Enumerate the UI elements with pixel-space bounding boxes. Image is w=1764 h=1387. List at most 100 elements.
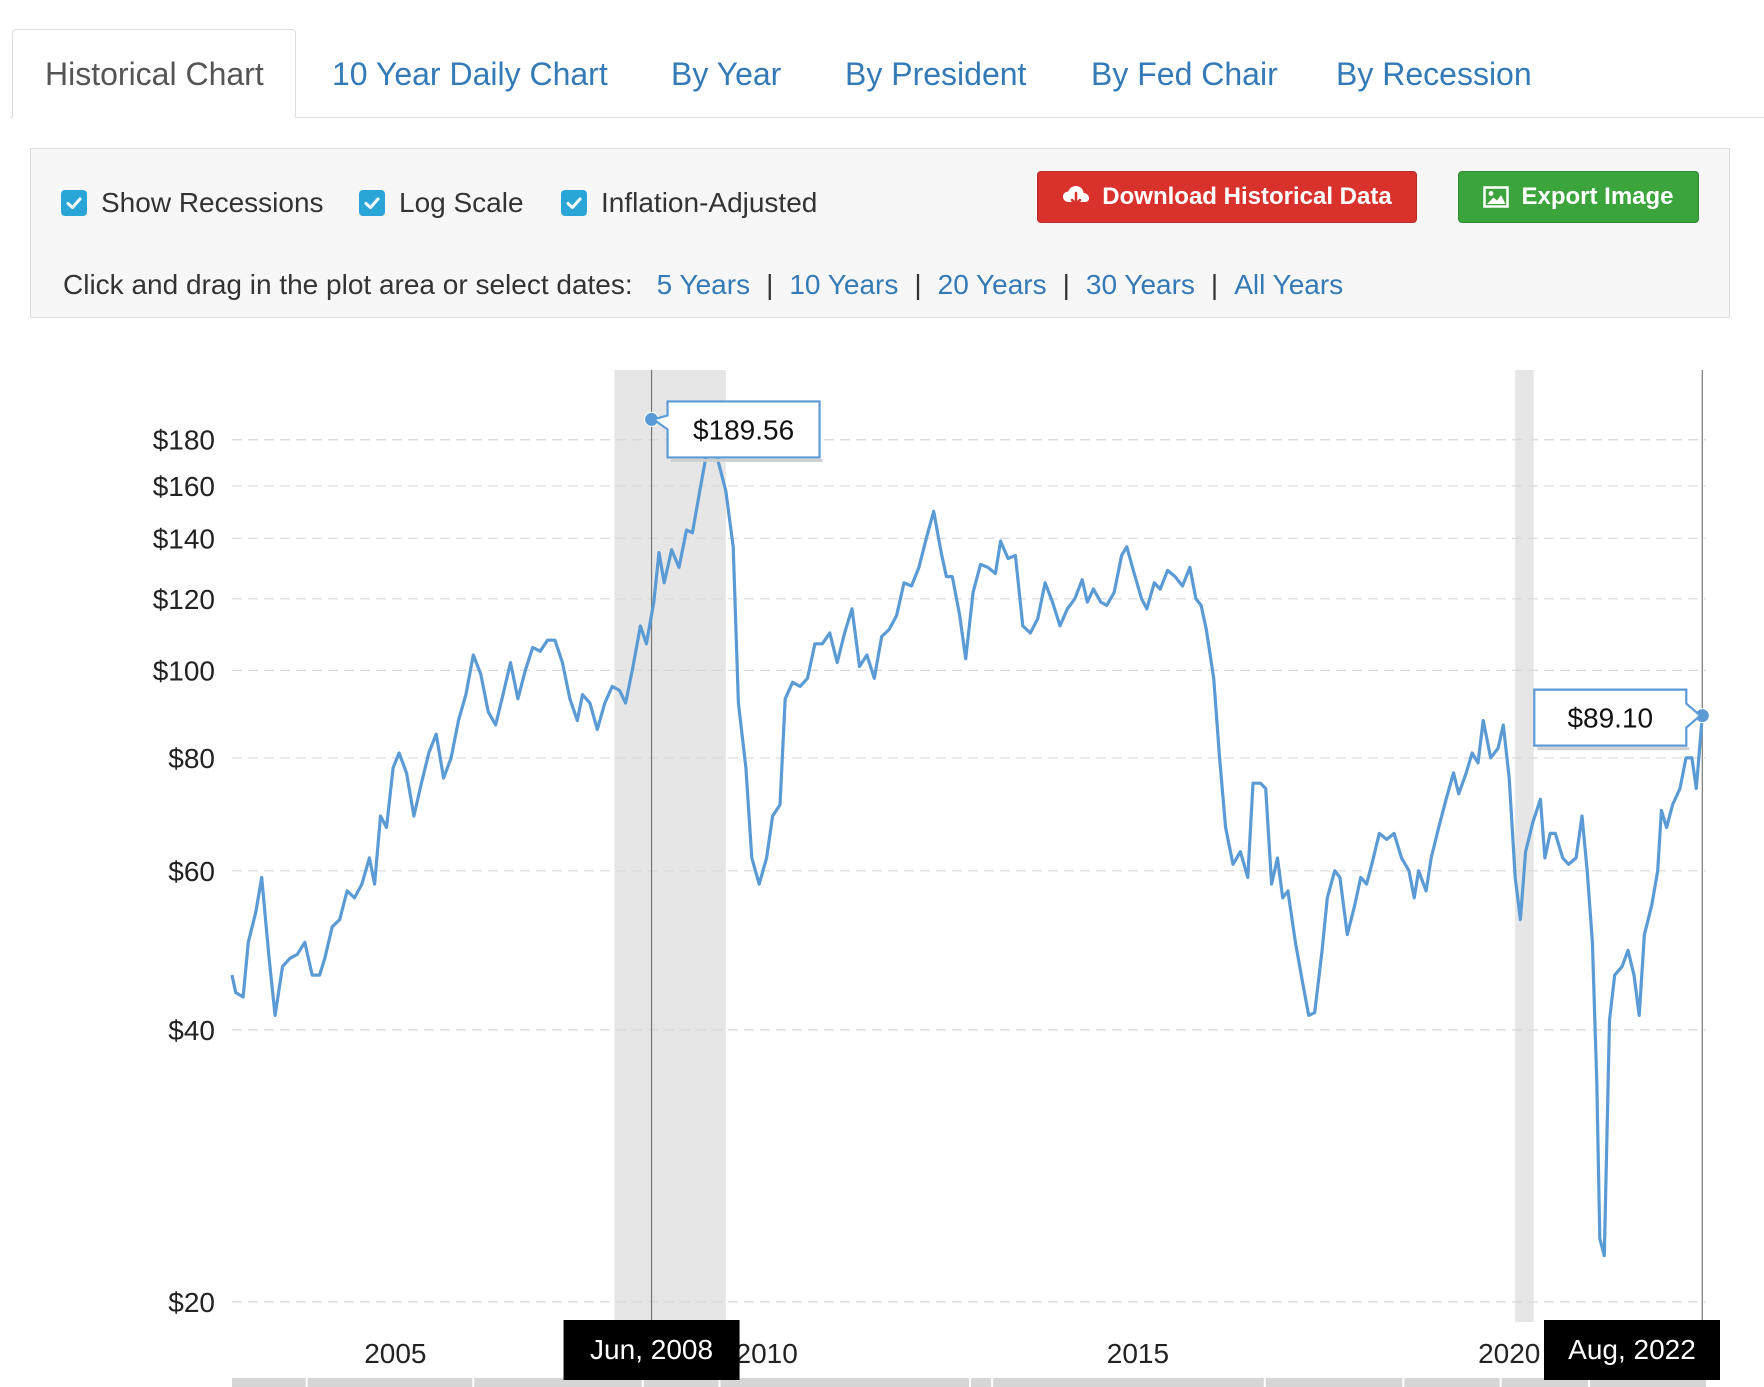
data-point	[692, 532, 693, 533]
data-point	[965, 658, 966, 659]
range-5-years-link[interactable]: 5 Years	[656, 269, 751, 300]
data-point	[1052, 602, 1053, 603]
data-point	[1295, 942, 1296, 943]
range-30-years-link[interactable]: 30 Years	[1085, 269, 1195, 300]
data-point	[1282, 897, 1283, 898]
date-flag-text: Aug, 2022	[1568, 1334, 1696, 1365]
data-point	[1408, 870, 1409, 871]
show-recessions-checkbox[interactable]: Show Recessions	[61, 183, 324, 223]
data-point	[1581, 815, 1582, 816]
data-point	[1327, 897, 1328, 898]
price-line[interactable]	[230, 416, 1706, 1258]
data-point	[733, 546, 734, 547]
show-recessions-label: Show Recessions	[101, 187, 324, 218]
data-point	[1182, 585, 1183, 586]
date-range-selector: Click and drag in the plot area or selec…	[63, 265, 1343, 305]
data-point	[1661, 810, 1662, 811]
range-all-years-link[interactable]: All Years	[1234, 269, 1344, 300]
data-point	[582, 694, 583, 695]
data-point	[540, 651, 541, 652]
data-point	[785, 698, 786, 699]
data-point	[1509, 777, 1510, 778]
tab-bar: Historical Chart 10 Year Daily Chart By …	[0, 0, 1764, 118]
recession-band	[1515, 370, 1534, 1322]
navigator-divider	[969, 1378, 971, 1387]
data-point	[1093, 589, 1094, 590]
data-point	[289, 958, 290, 959]
tab-by-president[interactable]: By President	[845, 56, 1027, 92]
tab-by-recession[interactable]: By Recession	[1336, 56, 1532, 92]
data-point	[248, 942, 249, 943]
data-point	[1308, 1015, 1309, 1016]
data-point	[1232, 864, 1233, 865]
tab-by-fed-chair[interactable]: By Fed Chair	[1091, 56, 1278, 92]
data-point	[1067, 608, 1068, 609]
data-point	[243, 996, 244, 997]
data-point	[725, 490, 726, 491]
data-point	[319, 974, 320, 975]
data-point	[1672, 804, 1673, 805]
data-point	[772, 815, 773, 816]
navigator-bar[interactable]	[232, 1378, 1706, 1387]
data-point	[1106, 605, 1107, 606]
data-point	[1030, 632, 1031, 633]
export-image-button[interactable]: Export Image	[1458, 171, 1699, 223]
data-point	[646, 643, 647, 644]
inflation-adjusted-checkbox[interactable]: Inflation-Adjusted	[561, 183, 817, 223]
data-point	[946, 576, 947, 577]
x-tick-label: 2005	[364, 1338, 426, 1369]
data-point	[1639, 1015, 1640, 1016]
data-point	[502, 694, 503, 695]
data-point	[1587, 870, 1588, 871]
data-point	[1154, 582, 1155, 583]
price-series	[230, 416, 1706, 1258]
data-point	[1354, 904, 1355, 905]
log-scale-label: Log Scale	[399, 187, 524, 218]
data-point	[658, 552, 659, 553]
data-point	[1271, 883, 1272, 884]
data-point	[874, 678, 875, 679]
date-flag-text: Jun, 2008	[590, 1334, 713, 1365]
tab-10-year-daily-chart[interactable]: 10 Year Daily Chart	[332, 56, 608, 92]
data-point	[406, 772, 407, 773]
data-point	[562, 662, 563, 663]
log-scale-checkbox[interactable]: Log Scale	[359, 183, 524, 223]
data-point	[386, 827, 387, 828]
data-point	[380, 815, 381, 816]
data-point	[1532, 821, 1533, 822]
data-point	[792, 682, 793, 683]
data-point	[1167, 570, 1168, 571]
data-point	[597, 729, 598, 730]
data-point	[686, 529, 687, 530]
data-point	[1609, 1020, 1610, 1021]
data-point	[941, 552, 942, 553]
data-point	[1074, 598, 1075, 599]
range-10-years-link[interactable]: 10 Years	[789, 269, 899, 300]
data-point	[859, 666, 860, 667]
data-point	[569, 698, 570, 699]
data-point	[1555, 833, 1556, 834]
download-historical-data-button[interactable]: Download Historical Data	[1037, 171, 1417, 223]
data-point	[799, 686, 800, 687]
range-separator: |	[1210, 269, 1219, 300]
data-point	[632, 666, 633, 667]
data-point	[1321, 950, 1322, 951]
data-point	[1240, 851, 1241, 852]
data-point	[525, 670, 526, 671]
data-point	[1045, 582, 1046, 583]
navigator-divider	[718, 1378, 721, 1387]
data-point	[1225, 827, 1226, 828]
data-point	[1087, 602, 1088, 603]
range-20-years-link[interactable]: 20 Years	[937, 269, 1047, 300]
data-point	[918, 567, 919, 568]
data-point	[1515, 877, 1516, 878]
data-point	[881, 636, 882, 637]
data-point	[269, 958, 270, 959]
data-point	[1540, 799, 1541, 800]
data-point	[814, 643, 815, 644]
tab-by-year[interactable]: By Year	[671, 56, 782, 92]
x-tick-label: 2010	[736, 1338, 798, 1369]
tab-historical-chart[interactable]: Historical Chart	[12, 29, 296, 118]
data-point	[1575, 857, 1576, 858]
